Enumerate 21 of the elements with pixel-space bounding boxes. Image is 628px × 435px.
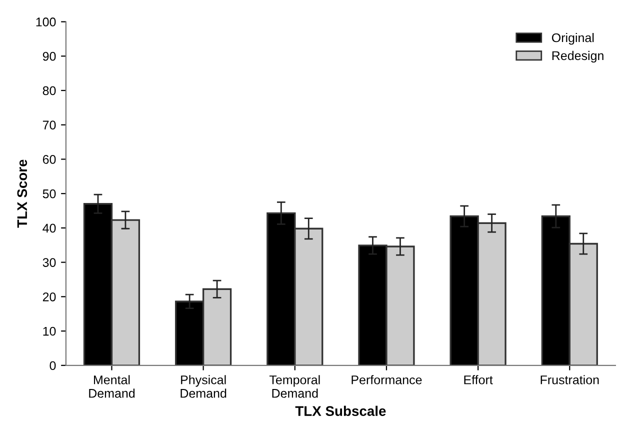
y-tick-label: 30 (42, 258, 56, 267)
y-axis-title: TLX Score (17, 160, 28, 228)
x-axis-title: TLX Subscale (295, 406, 386, 416)
x-tick-label: Physical Demand (180, 375, 226, 398)
x-tick-label: Mental Demand (89, 375, 135, 398)
y-tick-label: 10 (43, 326, 56, 336)
x-tick-label: Temporal Demand (269, 375, 320, 398)
y-tick-label: 0 (50, 361, 56, 370)
x-tick-label: Effort (464, 375, 493, 384)
legend-label: Original (552, 33, 594, 45)
legend-label: Redesign (552, 50, 604, 63)
y-tick-label: 70 (42, 120, 56, 130)
y-tick-label: 20 (42, 292, 56, 302)
y-tick-label: 40 (42, 224, 56, 233)
y-tick-label: 80 (42, 86, 56, 96)
y-tick-label: 90 (42, 52, 56, 61)
y-tick-label: 60 (42, 155, 56, 164)
x-tick-label: Frustration (540, 375, 599, 384)
x-tick-label: Performance (352, 375, 422, 384)
y-tick-label: 100 (36, 18, 56, 26)
y-tick-label: 50 (42, 189, 56, 198)
